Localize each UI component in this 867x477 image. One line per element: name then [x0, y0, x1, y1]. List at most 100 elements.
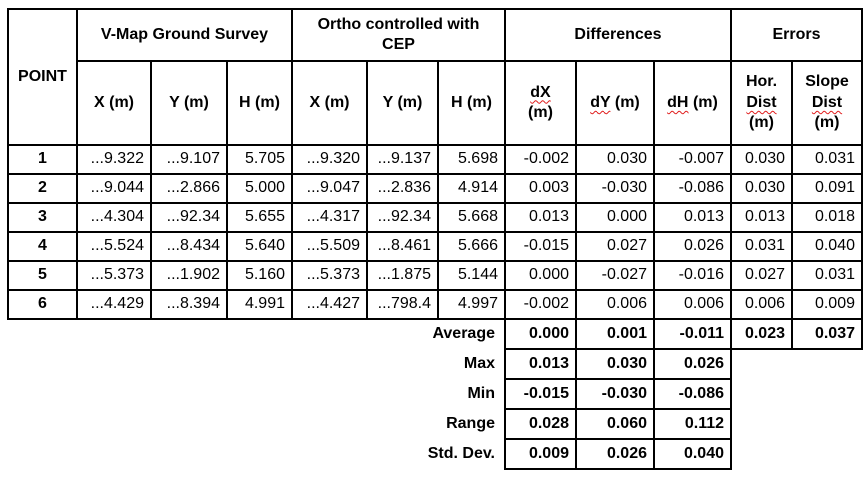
value-cell: -0.086: [653, 173, 732, 204]
group-header-errors: Errors: [730, 8, 863, 62]
col-header-vmap-y: Y (m): [150, 60, 228, 146]
col-header-slope-dist: Slope Dist (m): [791, 60, 863, 146]
summary-value-cell: -0.015: [504, 378, 577, 410]
blank-cell: [731, 409, 862, 439]
value-cell: 0.031: [791, 260, 863, 291]
group-header-vmap-ground-survey: V-Map Ground Survey: [76, 8, 293, 62]
value-cell: 0.009: [791, 289, 863, 320]
value-cell: 5.000: [226, 173, 293, 204]
value-cell: ...2.836: [366, 173, 439, 204]
header-line: Ortho controlled with: [317, 15, 480, 33]
col-header-ortho-x: X (m): [291, 60, 368, 146]
group-header-row: POINT V-Map Ground Survey Ortho controll…: [7, 8, 863, 146]
value-cell: ...92.34: [366, 202, 439, 233]
blank-cell: [731, 349, 862, 379]
col-header-vmap-x: X (m): [76, 60, 152, 146]
header-word-misspelled: Dist: [746, 93, 777, 111]
summary-row: Min -0.015 -0.030 -0.086: [8, 378, 862, 410]
value-cell: 5.705: [226, 144, 293, 175]
col-header-ortho-y: Y (m): [366, 60, 439, 146]
summary-value-cell: 0.112: [653, 408, 732, 440]
value-cell: ...1.875: [366, 260, 439, 291]
point-number-cell: 2: [7, 173, 78, 204]
value-cell: 5.666: [437, 231, 506, 262]
value-cell: 0.006: [653, 289, 732, 320]
value-cell: ...9.044: [76, 173, 152, 204]
table-row: 3 ...4.304 ...92.34 5.655 ...4.317 ...92.34 5.…: [7, 202, 863, 233]
value-cell: 0.031: [791, 144, 863, 175]
data-rows: 1 ...9.322 ...9.107 5.705 ...9.320 ...9.137 5.…: [7, 144, 863, 320]
value-cell: -0.002: [504, 144, 577, 175]
header-line: Slope: [805, 73, 849, 91]
survey-comparison-table: POINT V-Map Ground Survey Ortho controll…: [7, 8, 863, 470]
value-cell: ...9.137: [366, 144, 439, 175]
value-cell: ...8.461: [366, 231, 439, 262]
summary-value-cell: 0.026: [575, 438, 655, 470]
value-cell: 0.006: [575, 289, 655, 320]
summary-row: Range 0.028 0.060 0.112: [8, 408, 862, 440]
value-cell: 0.018: [791, 202, 863, 233]
value-cell: 0.000: [575, 202, 655, 233]
header-line: CEP: [382, 36, 415, 53]
summary-value-cell: 0.026: [653, 348, 732, 380]
value-cell: ...5.509: [291, 231, 368, 262]
value-cell: ...5.524: [76, 231, 152, 262]
group-header-ortho-cep: Ortho controlled with CEP: [291, 8, 506, 62]
summary-value-cell: -0.011: [653, 318, 732, 350]
value-cell: ...9.322: [76, 144, 152, 175]
value-cell: 0.031: [730, 231, 793, 262]
value-cell: 0.027: [730, 260, 793, 291]
value-cell: ...8.434: [150, 231, 228, 262]
header-line: Hor.: [745, 73, 778, 91]
summary-label: Max: [463, 354, 495, 372]
column-header-row: X (m) Y (m) H (m) X (m) Y (m) H (m) dX (m…: [8, 60, 863, 146]
summary-value-cell: 0.013: [504, 348, 577, 380]
header-word-misspelled: dH: [667, 93, 689, 111]
col-header-dx: dX (m): [504, 60, 577, 146]
value-cell: ...4.429: [76, 289, 152, 320]
col-header-ortho-h: H (m): [437, 60, 506, 146]
header-unit: (m): [692, 93, 718, 111]
value-cell: 0.027: [575, 231, 655, 262]
summary-rows: Average 0.000 0.001 -0.011 0.023 0.037 Max 0.01…: [8, 318, 863, 470]
value-cell: 0.030: [575, 144, 655, 175]
header-unit: (m): [614, 93, 640, 111]
summary-label: Min: [467, 384, 495, 402]
summary-row: Std. Dev. 0.009 0.026 0.040: [8, 438, 862, 470]
value-cell: 4.991: [226, 289, 293, 320]
summary-value-cell: -0.030: [575, 378, 655, 410]
col-header-vmap-h: H (m): [226, 60, 293, 146]
summary-value-cell: 0.000: [504, 318, 577, 350]
value-cell: -0.016: [653, 260, 732, 291]
blank-cell: [731, 379, 862, 409]
summary-row: Average 0.000 0.001 -0.011 0.023 0.037: [8, 318, 863, 350]
summary-row: Max 0.013 0.030 0.026: [8, 348, 862, 380]
header-word-misspelled: dY: [590, 93, 611, 111]
value-cell: 5.640: [226, 231, 293, 262]
point-number-cell: 4: [7, 231, 78, 262]
value-cell: 5.655: [226, 202, 293, 233]
col-header-dy: dY (m): [575, 60, 655, 146]
table-row: 2 ...9.044 ...2.866 5.000 ...9.047 ...2.836 4.…: [7, 173, 863, 204]
point-number-cell: 6: [7, 289, 78, 320]
header-unit: (m): [749, 114, 774, 132]
survey-table-container: POINT V-Map Ground Survey Ortho controll…: [7, 8, 863, 470]
value-cell: 0.040: [791, 231, 863, 262]
value-cell: ...4.427: [291, 289, 368, 320]
value-cell: 5.144: [437, 260, 506, 291]
value-cell: 0.026: [653, 231, 732, 262]
value-cell: ...2.866: [150, 173, 228, 204]
blank-cell: [731, 439, 862, 469]
summary-label: Range: [446, 414, 495, 432]
value-cell: 0.013: [653, 202, 732, 233]
value-cell: -0.007: [653, 144, 732, 175]
point-number-cell: 3: [7, 202, 78, 233]
point-number-cell: 5: [7, 260, 78, 291]
summary-value-cell: 0.060: [575, 408, 655, 440]
value-cell: 0.091: [791, 173, 863, 204]
summary-value-cell: 0.001: [575, 318, 655, 350]
summary-value-cell: 0.009: [504, 438, 577, 470]
value-cell: ...9.047: [291, 173, 368, 204]
value-cell: ...4.304: [76, 202, 152, 233]
header-word-misspelled: Dist: [811, 93, 843, 111]
